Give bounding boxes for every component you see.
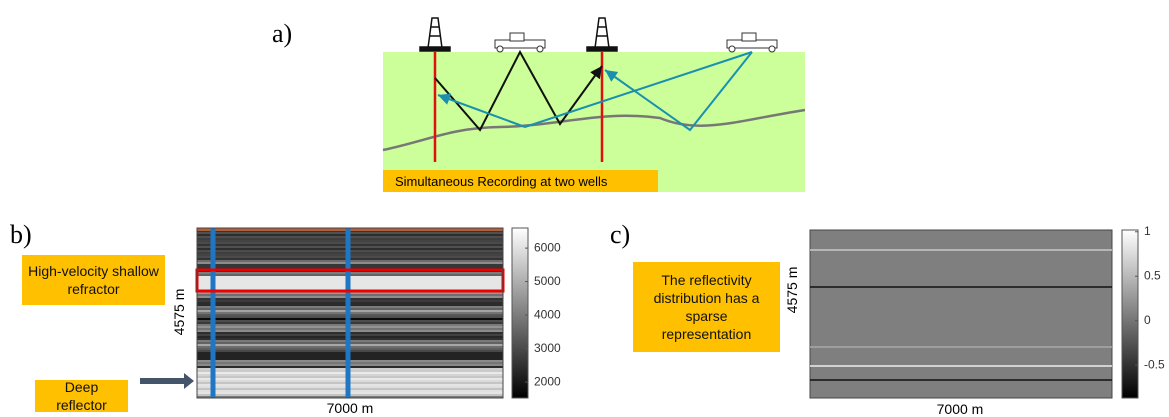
colorbar-tick-label: 6000 [534, 240, 561, 254]
figure: a) Simultaneous Recording at two wells b… [0, 0, 1169, 417]
panel-label: c) [610, 220, 630, 249]
page: a) Simultaneous Recording at two wells b… [0, 0, 1169, 417]
truck [495, 33, 777, 52]
callout: Deep reflector [35, 380, 128, 412]
colorbar-tick-label: 0.5 [1144, 268, 1161, 282]
panel-label: a) [272, 19, 292, 48]
colorbar-tick-label: 1 [1144, 224, 1151, 238]
callout: The reflectivity distribution has a spar… [633, 262, 780, 352]
colorbar [512, 228, 528, 398]
callout: High-velocity shallow refractor [22, 255, 165, 305]
reflectivity-image [810, 230, 1112, 398]
y-label: 4575 m [171, 289, 187, 336]
colorbar-tick-label: 3000 [534, 341, 561, 355]
y-label: 4575 m [784, 267, 800, 314]
colorbar-tick-label: 4000 [534, 307, 561, 321]
colorbar-tick-label: -0.5 [1144, 357, 1165, 371]
x-label: 7000 m [327, 400, 374, 416]
colorbar-tick-label: 2000 [534, 374, 561, 388]
colorbar-tick-label: 0 [1144, 313, 1151, 327]
x-label: 7000 m [937, 401, 984, 417]
arrow-head [184, 373, 194, 389]
colorbar [1122, 230, 1138, 398]
banner-text: Simultaneous Recording at two wells [395, 174, 608, 189]
panel-label: b) [10, 220, 32, 249]
colorbar-tick-label: 5000 [534, 274, 561, 288]
